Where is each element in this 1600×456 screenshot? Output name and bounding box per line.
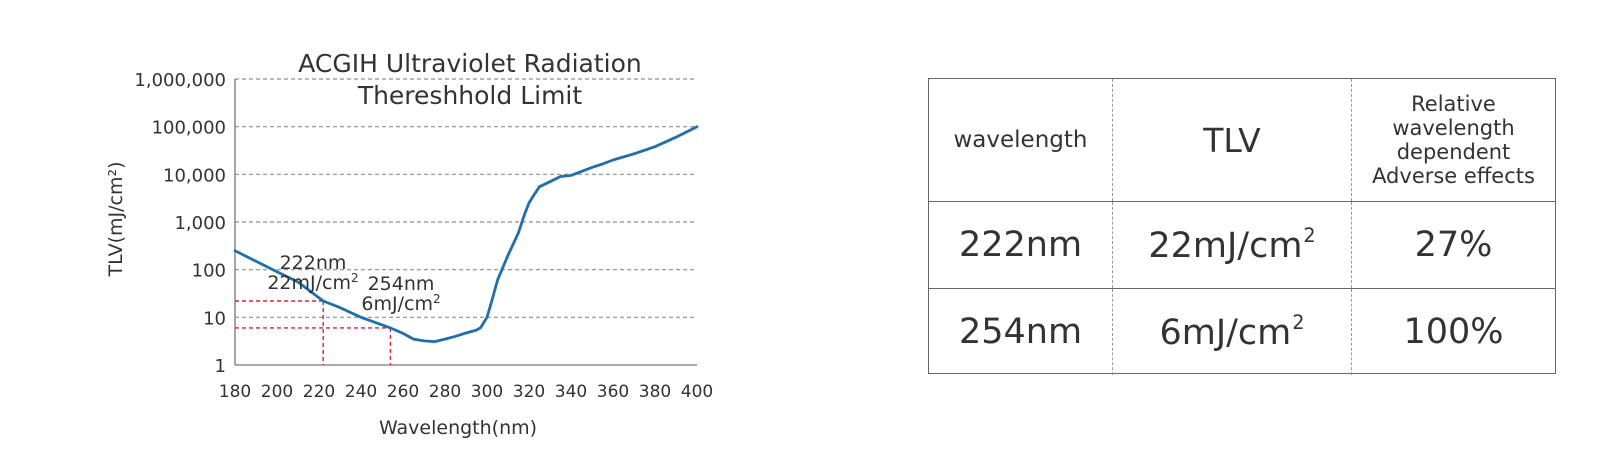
x-tick-label: 320 <box>513 382 545 402</box>
x-tick-label: 300 <box>471 382 503 402</box>
header-tlv-label: TLV <box>1203 120 1261 160</box>
cell-wavelength-value: 254nm <box>958 312 1083 352</box>
x-tick-label: 340 <box>555 382 587 402</box>
grid-lines <box>235 78 697 318</box>
y-tick-label: 100,000 <box>152 118 226 139</box>
series-lines <box>233 125 699 344</box>
cell-tlv-value: 22mJ/cm2 <box>1148 224 1316 266</box>
chart-title-line-2: Thereshhold Limit <box>357 81 583 110</box>
y-tick-label: 10,000 <box>163 165 226 186</box>
tlv-table: wavelength TLV Relative wavelength depen… <box>929 79 1555 375</box>
x-tick-label: 260 <box>387 382 419 402</box>
header-effects-label: Relative wavelength dependent Adverse ef… <box>1372 92 1535 188</box>
cell-wavelength: 254nm <box>929 288 1113 375</box>
cell-wavelength: 222nm <box>929 201 1113 289</box>
annotation-tlv-label: 6mJ/cm2 <box>361 292 440 315</box>
y-tick-label: 1 <box>215 356 226 377</box>
x-tick-label: 220 <box>303 382 335 402</box>
cell-tlv-value: 6mJ/cm2 <box>1159 311 1305 353</box>
cell-tlv-base: 6mJ/cm <box>1159 312 1292 353</box>
series-line <box>233 125 699 344</box>
cell-effects-value: 27% <box>1414 225 1493 265</box>
annotation-guides <box>235 300 392 365</box>
x-tick-label: 200 <box>261 382 293 402</box>
y-axis-label: TLV(mJ/cm²) <box>105 161 127 277</box>
chart-title-line-1: ACGIH Ultraviolet Radiation <box>298 49 642 78</box>
uv-tlv-chart: 1 10 100 1,000 10,000 100,000 1,000,000 180 200 2… <box>105 49 713 439</box>
y-tick-label: 10 <box>203 308 226 329</box>
annotation-tlv-label: 22mJ/cm2 <box>267 271 358 294</box>
x-axis-label: Wavelength(nm) <box>379 417 537 439</box>
x-tick-label: 240 <box>345 382 377 402</box>
x-tick-label: 180 <box>219 382 251 402</box>
cell-tlv: 22mJ/cm2 <box>1112 201 1352 289</box>
table-header-row: wavelength TLV Relative wavelength depen… <box>929 79 1555 202</box>
cell-tlv-base: 22mJ/cm <box>1148 225 1303 266</box>
header-wavelength: wavelength <box>929 79 1113 202</box>
cell-wavelength-value: 222nm <box>958 225 1083 265</box>
cell-tlv: 6mJ/cm2 <box>1112 288 1352 375</box>
tick-labels: 1 10 100 1,000 10,000 100,000 1,000,000 180 200 2… <box>134 70 713 402</box>
y-tick-label: 100 <box>192 261 226 282</box>
annotation-wavelength-label: 222nm <box>280 252 347 274</box>
x-tick-label: 400 <box>681 382 713 402</box>
table-row: 254nm 6mJ/cm2 100% <box>929 288 1556 376</box>
table-row: 222nm 22mJ/cm2 27% <box>929 201 1555 289</box>
header-effects: Relative wavelength dependent Adverse ef… <box>1351 79 1555 202</box>
cell-tlv-sup: 2 <box>1303 224 1316 248</box>
annotation-wavelength-label: 254nm <box>368 273 435 295</box>
x-tick-label: 360 <box>597 382 629 402</box>
y-tick-label: 1,000 <box>174 213 226 234</box>
cell-tlv-sup: 2 <box>1292 311 1305 335</box>
x-tick-label: 380 <box>639 382 671 402</box>
cell-effects: 100% <box>1352 289 1556 376</box>
y-tick-label: 1,000,000 <box>134 70 226 91</box>
cell-effects-value: 100% <box>1403 312 1504 352</box>
tlv-table-container: wavelength TLV Relative wavelength depen… <box>928 78 1556 375</box>
header-tlv: TLV <box>1112 79 1352 202</box>
axes <box>234 79 697 366</box>
x-tick-label: 280 <box>429 382 461 402</box>
header-wavelength-label: wavelength <box>953 127 1088 153</box>
cell-effects: 27% <box>1351 201 1555 289</box>
